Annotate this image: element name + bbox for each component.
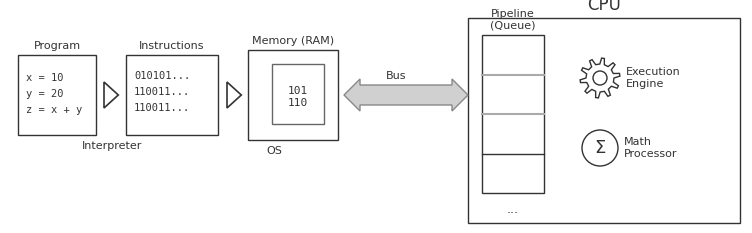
Text: Interpreter: Interpreter [82,141,142,151]
Polygon shape [580,58,620,98]
Text: 110011...: 110011... [134,103,190,113]
Text: $\Sigma$: $\Sigma$ [594,139,606,157]
Text: 110011...: 110011... [134,87,190,97]
Polygon shape [104,82,118,108]
Text: Instructions: Instructions [139,41,205,51]
Polygon shape [227,82,241,108]
Text: ...: ... [507,203,519,216]
Text: 101: 101 [288,86,308,96]
Circle shape [593,71,607,85]
Circle shape [582,130,618,166]
Text: Pipeline
(Queue): Pipeline (Queue) [490,9,535,31]
Text: OS: OS [266,146,282,156]
Text: z = x + y: z = x + y [26,105,82,115]
FancyBboxPatch shape [468,18,740,223]
Text: Execution
Engine: Execution Engine [626,67,681,89]
Text: x = 10: x = 10 [26,73,63,83]
Polygon shape [344,79,468,111]
Text: y = 20: y = 20 [26,89,63,99]
FancyBboxPatch shape [482,35,544,193]
Text: Memory (RAM): Memory (RAM) [252,36,334,46]
FancyBboxPatch shape [248,50,338,140]
Text: Bus: Bus [386,71,406,81]
Text: CPU: CPU [587,0,621,14]
FancyBboxPatch shape [18,55,96,135]
FancyBboxPatch shape [126,55,218,135]
FancyBboxPatch shape [272,64,324,124]
Text: 010101...: 010101... [134,71,190,81]
Text: Math
Processor: Math Processor [624,137,678,159]
Text: 110: 110 [288,98,308,108]
Text: Program: Program [33,41,80,51]
